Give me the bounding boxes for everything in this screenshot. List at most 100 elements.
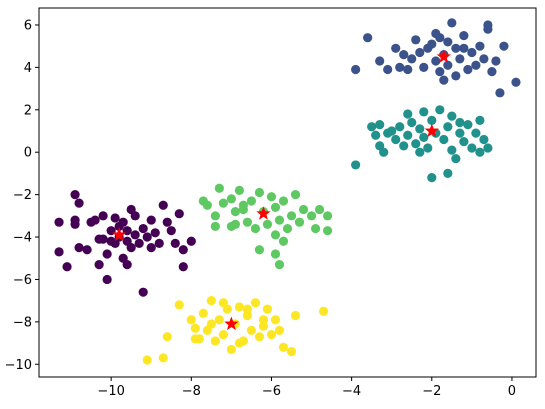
x-tick-label: −4 xyxy=(342,384,361,399)
data-point xyxy=(142,232,152,242)
y-tick-label: −10 xyxy=(5,358,32,373)
data-point xyxy=(250,298,261,308)
data-point xyxy=(166,226,176,236)
data-point xyxy=(142,355,152,365)
data-point xyxy=(258,315,269,325)
data-point xyxy=(190,334,200,344)
y-axis: −10 −8 −6 −4 −2 0 2 4 6 xyxy=(5,18,39,373)
data-point xyxy=(395,62,405,72)
data-point xyxy=(278,342,289,352)
data-point xyxy=(246,196,257,206)
data-point xyxy=(266,192,277,202)
x-tick-label: −8 xyxy=(182,384,201,399)
data-point xyxy=(170,238,180,248)
data-point xyxy=(130,230,140,240)
data-point xyxy=(415,124,425,134)
data-point xyxy=(479,54,489,64)
y-tick-label: 2 xyxy=(24,103,32,118)
data-point xyxy=(118,217,128,227)
data-point xyxy=(463,64,473,75)
data-point xyxy=(451,153,461,164)
data-point xyxy=(246,325,257,335)
data-point xyxy=(162,217,172,227)
data-point xyxy=(375,120,385,130)
data-point xyxy=(254,187,265,198)
data-point xyxy=(306,211,317,221)
data-point xyxy=(82,245,92,255)
data-point xyxy=(206,319,216,329)
data-point xyxy=(218,329,228,340)
data-point xyxy=(447,145,457,155)
data-point xyxy=(379,147,389,157)
data-point xyxy=(238,200,249,210)
data-point xyxy=(511,77,521,87)
data-point xyxy=(471,128,481,138)
data-point xyxy=(198,308,208,318)
data-point xyxy=(427,173,437,183)
data-point xyxy=(439,134,449,145)
data-point xyxy=(210,211,220,221)
data-point xyxy=(415,147,425,157)
data-point xyxy=(395,122,405,132)
data-point xyxy=(351,160,361,170)
data-point xyxy=(186,236,196,246)
data-point xyxy=(158,353,168,363)
data-point xyxy=(186,315,196,325)
data-point xyxy=(310,223,321,234)
data-point xyxy=(475,41,485,51)
data-point xyxy=(407,117,417,128)
x-axis: −10 −8 −6 −4 −2 0 xyxy=(97,377,516,399)
cluster-center-star-icon xyxy=(436,49,451,63)
data-point xyxy=(455,117,465,128)
data-point xyxy=(254,245,265,255)
plot-frame xyxy=(38,7,537,378)
data-point xyxy=(70,190,80,200)
data-point xyxy=(254,332,265,342)
data-point xyxy=(419,62,429,72)
data-point xyxy=(411,35,421,45)
data-point xyxy=(134,238,144,248)
data-point xyxy=(459,43,469,53)
data-point xyxy=(363,33,373,43)
data-point xyxy=(391,43,401,53)
data-point xyxy=(262,219,273,229)
data-point xyxy=(70,219,80,229)
cluster-center-star-icon xyxy=(424,123,439,138)
data-point xyxy=(455,54,465,64)
data-point xyxy=(226,221,236,232)
data-point xyxy=(202,200,212,210)
data-point xyxy=(122,260,132,270)
data-point xyxy=(274,215,285,225)
y-tick-label: 4 xyxy=(24,61,32,76)
data-point xyxy=(431,56,441,66)
data-point xyxy=(383,64,393,75)
y-tick-label: −2 xyxy=(13,188,32,203)
data-point xyxy=(110,213,120,223)
data-point xyxy=(102,274,112,285)
data-point xyxy=(178,262,188,272)
x-tick-label: −2 xyxy=(422,384,441,399)
data-point xyxy=(138,223,148,234)
data-point xyxy=(487,67,497,77)
data-point xyxy=(290,310,301,321)
data-point xyxy=(74,243,84,253)
data-point xyxy=(403,130,413,140)
data-point xyxy=(278,196,289,206)
data-point xyxy=(391,134,401,145)
data-point xyxy=(274,325,285,335)
y-tick-label: 6 xyxy=(24,18,32,33)
data-point xyxy=(419,107,429,117)
data-point xyxy=(447,18,457,28)
data-point xyxy=(98,234,108,244)
data-point xyxy=(90,215,100,225)
data-point xyxy=(403,64,413,75)
data-point xyxy=(459,137,469,147)
data-point xyxy=(423,143,433,153)
data-point xyxy=(443,122,453,132)
x-tick-label: −6 xyxy=(262,384,281,399)
data-point xyxy=(322,211,333,221)
data-point xyxy=(162,332,172,342)
data-point xyxy=(218,298,228,308)
data-point xyxy=(234,338,244,348)
